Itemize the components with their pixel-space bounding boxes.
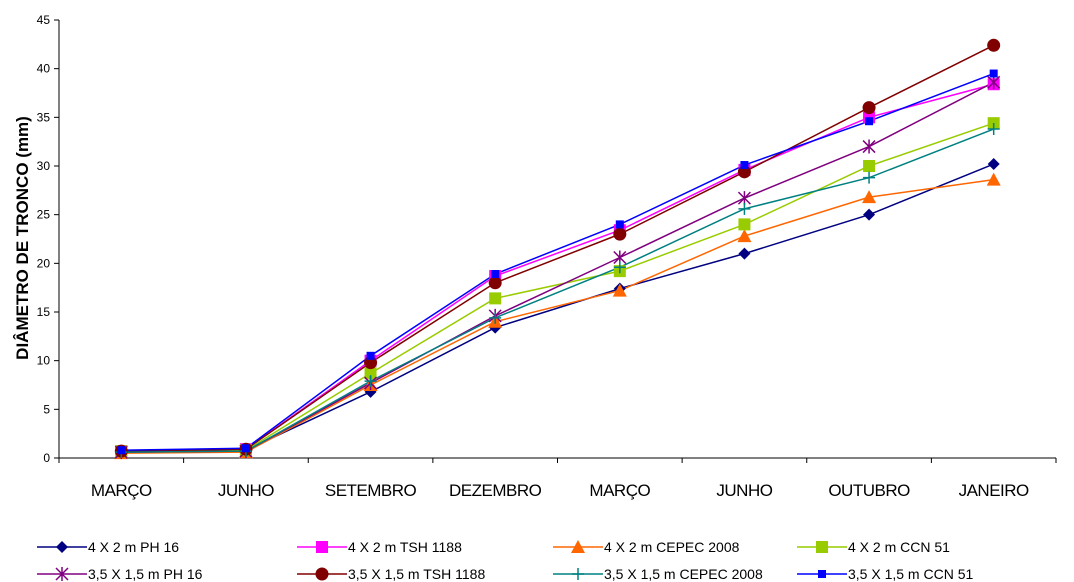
y-axis-label: DIÂMETRO DE TRONCO (mm): [13, 116, 32, 360]
y-tick-label: 20: [37, 256, 51, 270]
series-line-7: [121, 128, 994, 453]
y-tick-label: 10: [37, 354, 51, 368]
legend-swatch-marker: [316, 541, 328, 553]
y-tick-label: 25: [37, 208, 51, 222]
legend-label: 4 X 2 m PH 16: [88, 539, 179, 555]
x-tick-label: OUTUBRO: [828, 481, 910, 500]
y-tick-label: 0: [43, 451, 50, 465]
series-line-1: [121, 163, 994, 452]
data-point: [862, 190, 877, 204]
x-tick-label: SETEMBRO: [325, 481, 417, 500]
series-markers: [114, 38, 1001, 460]
legend-swatch-marker: [315, 567, 329, 581]
x-ticks: MARÇO JUNHO SETEMBRO DEZEMBRO MARÇO JUNHO OUTU…: [58, 458, 1057, 500]
y-tick-label: 35: [37, 110, 51, 124]
data-point: [366, 351, 375, 360]
series-line-4: [121, 122, 994, 452]
data-point: [738, 247, 751, 260]
data-point: [491, 270, 500, 279]
x-tick-label: JANEIRO: [959, 481, 1029, 500]
data-point: [863, 171, 876, 184]
legend-label: 4 X 2 m CEPEC 2008: [604, 539, 740, 555]
data-point: [740, 161, 749, 170]
legend-label: 4 X 2 m CCN 51: [848, 539, 950, 555]
data-point: [489, 311, 502, 324]
legend-item: 4 X 2 m CEPEC 2008: [553, 539, 740, 555]
data-point: [117, 446, 126, 455]
y-tick-label: 45: [37, 13, 51, 27]
data-point: [612, 283, 627, 297]
series-line-5: [121, 81, 995, 453]
data-point: [863, 160, 876, 172]
data-point: [737, 191, 751, 206]
legend-item: 3,5 X 1,5 m PH 16: [37, 566, 203, 582]
data-point: [613, 261, 626, 274]
data-point: [863, 208, 876, 221]
data-point: [738, 202, 751, 215]
legend-swatch-marker: [571, 540, 585, 553]
data-point: [615, 220, 624, 229]
data-point: [489, 292, 502, 305]
data-point: [987, 123, 1000, 136]
legend-item: 3,5 X 1,5 m CCN 51: [797, 566, 973, 582]
legend: 4 X 2 m PH 16 4 X 2 m TSH 1188 4 X 2 m CEP…: [37, 539, 973, 582]
data-point: [862, 139, 876, 154]
legend-item: 4 X 2 m PH 16: [37, 539, 179, 555]
data-point: [241, 444, 250, 453]
x-tick-label: DEZEMBRO: [449, 481, 542, 500]
data-point: [987, 38, 1001, 52]
legend-label: 4 X 2 m TSH 1188: [348, 539, 462, 555]
legend-swatch-marker: [816, 541, 828, 553]
legend-swatch-marker: [56, 541, 68, 553]
x-tick-label: MARÇO: [91, 481, 152, 500]
data-point: [488, 276, 502, 290]
legend-label: 3,5 X 1,5 m TSH 1188: [348, 566, 485, 582]
series-line-8: [121, 72, 994, 451]
y-tick-label: 15: [37, 305, 51, 319]
y-tick-label: 5: [43, 402, 50, 416]
series-lines: [121, 44, 995, 454]
data-point: [865, 117, 874, 126]
data-point: [738, 218, 751, 231]
legend-swatch-marker: [55, 567, 69, 581]
data-point: [737, 229, 752, 243]
x-tick-label: JUNHO: [218, 481, 274, 500]
x-tick-label: JUNHO: [716, 481, 772, 500]
data-point: [364, 375, 377, 388]
legend-item: 3,5 X 1,5 m CEPEC 2008: [553, 566, 763, 582]
legend-swatch-marker: [818, 570, 826, 578]
legend-item: 4 X 2 m TSH 1188: [297, 539, 462, 555]
legend-item: 4 X 2 m CCN 51: [797, 539, 950, 555]
series-line-3: [121, 178, 994, 454]
data-point: [987, 158, 1000, 171]
legend-label: 3,5 X 1,5 m PH 16: [88, 566, 203, 582]
data-point: [987, 75, 1001, 90]
y-tick-label: 30: [37, 159, 51, 173]
data-point: [862, 101, 876, 115]
legend-label: 3,5 X 1,5 m CCN 51: [848, 566, 973, 582]
legend-item: 3,5 X 1,5 m TSH 1188: [297, 566, 485, 582]
y-tick-label: 40: [37, 62, 51, 76]
plot-area: 0 5 10 15 20 25 30 35 40 45 MARÇO JUNHO SETEMBRO DEZ…: [37, 13, 1057, 500]
data-point: [986, 172, 1001, 186]
data-point: [989, 69, 998, 78]
series-line-2: [121, 83, 994, 452]
data-point: [364, 367, 377, 380]
legend-swatch-marker: [572, 568, 584, 580]
legend-label: 3,5 X 1,5 m CEPEC 2008: [604, 566, 763, 582]
y-ticks: 0 5 10 15 20 25 30 35 40 45: [37, 13, 59, 465]
x-tick-label: MARÇO: [589, 481, 650, 500]
series-line-6: [121, 44, 995, 452]
data-point: [613, 227, 627, 241]
